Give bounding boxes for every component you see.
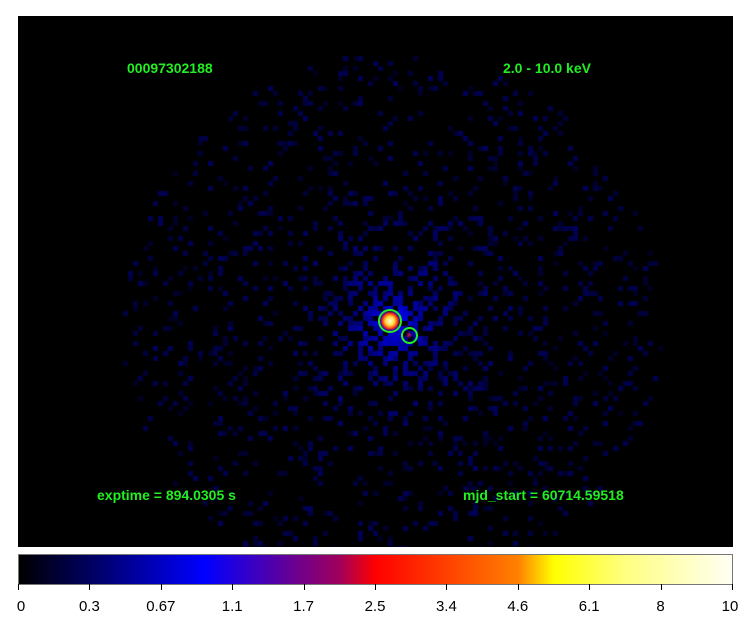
colorbar-tick-label: 4.6 bbox=[507, 598, 529, 615]
colorbar-tick-label: 3.4 bbox=[435, 598, 457, 615]
colorbar-tick bbox=[660, 584, 662, 590]
mjd-start-label: mjd_start = 60714.59518 bbox=[463, 487, 624, 503]
obs-id-label: 00097302188 bbox=[127, 60, 213, 76]
colorbar-tick-label: 8 bbox=[656, 598, 665, 615]
colorbar-tick-label: 6.1 bbox=[578, 598, 600, 615]
source-region bbox=[378, 309, 402, 333]
colorbar-tick bbox=[375, 584, 376, 590]
secondary-source-region bbox=[401, 327, 418, 344]
colorbar-tick bbox=[89, 584, 91, 590]
colorbar-tick-label: 0.67 bbox=[146, 598, 176, 615]
colorbar-tick-label: 2.5 bbox=[364, 598, 386, 615]
colorbar-tick-label: 10 bbox=[721, 598, 739, 615]
energy-band-label: 2.0 - 10.0 keV bbox=[503, 60, 591, 76]
colorbar-tick bbox=[589, 584, 591, 590]
colorbar-tick-label: 1.1 bbox=[221, 598, 243, 615]
colorbar-tick-label: 0 bbox=[16, 598, 26, 615]
colorbar-tick-label: 0.3 bbox=[78, 598, 100, 615]
colorbar bbox=[18, 554, 733, 585]
colorbar-tick bbox=[732, 584, 733, 590]
sky-image: 00097302188 2.0 - 10.0 keV exptime = 894… bbox=[18, 16, 733, 547]
colorbar-tick-label: 1.7 bbox=[293, 598, 315, 615]
colorbar-tick bbox=[446, 584, 448, 590]
xray-counts-map bbox=[18, 16, 733, 547]
colorbar-tick bbox=[18, 584, 19, 590]
exptime-label: exptime = 894.0305 s bbox=[97, 487, 236, 503]
colorbar-tick bbox=[160, 584, 162, 590]
colorbar-tick bbox=[232, 584, 234, 590]
colorbar-tick bbox=[517, 584, 519, 590]
colorbar-tick bbox=[303, 584, 305, 590]
